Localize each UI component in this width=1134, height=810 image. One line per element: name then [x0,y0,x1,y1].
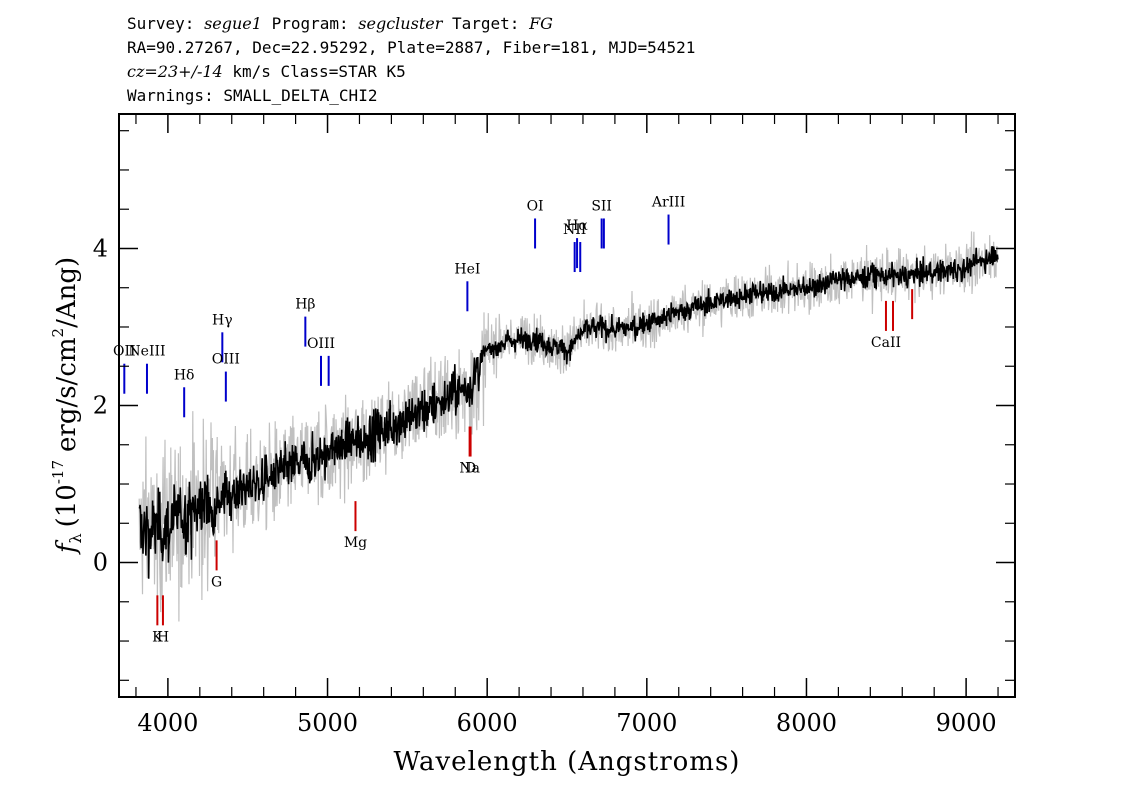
absorption-line-label: H [157,629,169,645]
flux-spectrum [138,246,999,579]
x-tick-label: 8000 [776,709,837,737]
emission-line-label: NeIII [128,344,165,360]
class-text: km/s Class=STAR K5 [232,62,406,81]
emission-line-label: SII [591,198,612,214]
x-tick-label: 7000 [616,709,677,737]
noise-layer [138,231,999,622]
redshift-value: cz=23+/-14 [127,62,223,81]
header-line-4: Warnings: SMALL_DELTA_CHI2 [127,86,378,105]
program-value: segcluster [358,14,443,33]
absorption-line-label: K [152,629,163,645]
y-label-lambda: λ [66,533,85,543]
x-tick-label: 5000 [297,709,358,737]
absorption-line-label: Mg [344,535,367,551]
target-label: Target: [452,14,520,33]
y-label-exponent-2: 2 [49,328,67,338]
x-tick-label: 6000 [457,709,518,737]
emission-line-label: HeI [454,261,480,277]
flux-layer [138,246,999,579]
y-axis-label: fλ(10-17erg/s/cm2/Ang) [49,257,85,555]
y-label-exponent: -17 [49,460,67,484]
noise-spectrum [138,231,999,622]
emission-line-label: ArIII [651,195,685,211]
survey-value: segue1 [204,14,262,33]
y-tick-label: 4 [93,234,108,262]
y-label-units: erg/s/cm [52,337,82,452]
y-tick-label: 2 [93,392,108,420]
emission-line-label: NII [563,222,586,238]
absorption-line-label: Na [459,461,480,477]
x-tick-label: 4000 [137,709,198,737]
target-value: FG [529,14,553,33]
absorption-line-label: CaII [871,335,901,351]
emission-line-label: Hβ [295,297,315,313]
y-label-open: (10 [52,484,82,527]
absorption-line-label: G [211,574,222,590]
absorption-line-label: D [465,461,476,477]
x-axis-label: Wavelength (Angstroms) [394,747,741,777]
emission-line-label: Hα [566,218,588,234]
program-label: Program: [271,14,349,33]
plot-frame [118,113,1016,698]
survey-label: Survey: [127,14,195,33]
header-line-3: cz=23+/-14 km/s Class=STAR K5 [127,60,1027,84]
emission-line-label: Hδ [174,367,195,383]
y-label-tail: /Ang) [52,257,82,328]
spectrum-header: Survey: segue1 Program: segcluster Targe… [127,12,1027,108]
header-line-2: RA=90.27267, Dec=22.95292, Plate=2887, F… [127,38,696,57]
x-tick-label: 9000 [936,709,997,737]
emission-line-label: OI [527,198,544,214]
header-line-1: Survey: segue1 Program: segcluster Targe… [127,12,1027,36]
y-tick-label: 0 [93,549,108,577]
emission-line-label: OIII [212,352,240,368]
axis-ticks: 4000 5000 6000 7000 8000 9000 0 2 4 [93,115,1014,737]
emission-line-label: Hγ [212,312,233,328]
emission-line-label: OIII [307,336,335,352]
